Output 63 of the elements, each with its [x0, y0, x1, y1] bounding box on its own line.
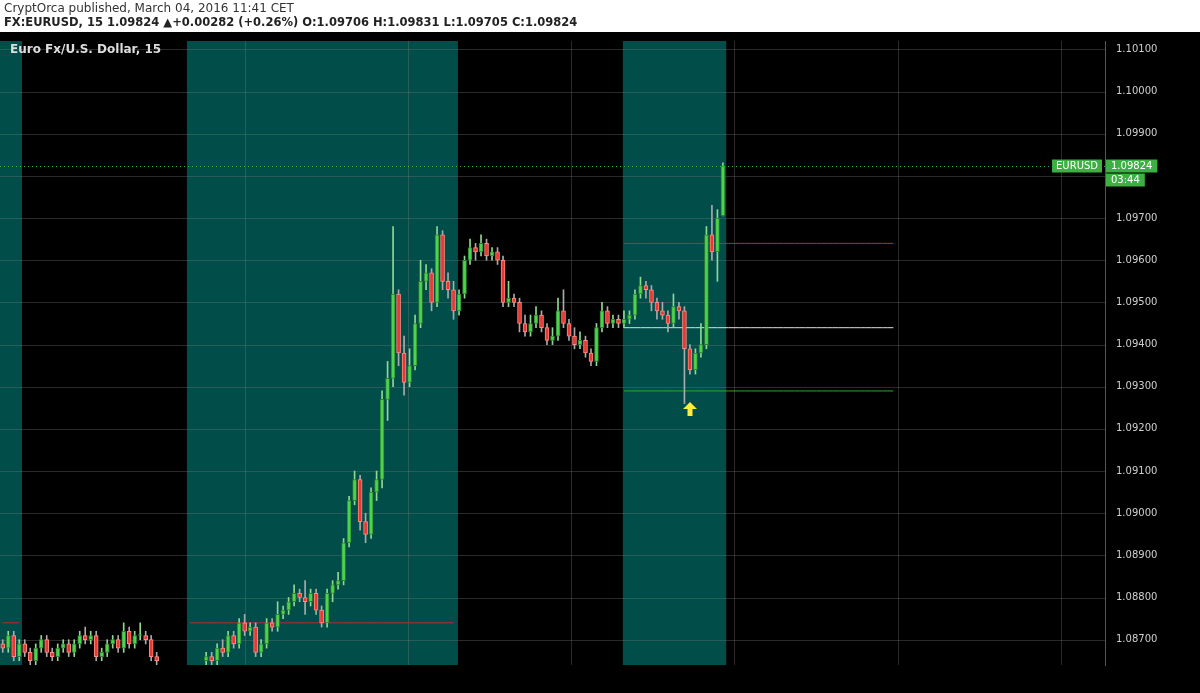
candlestick — [638, 276, 643, 299]
y-tick-label: 1.09100 — [1116, 464, 1158, 476]
candlestick — [484, 238, 489, 261]
candlestick — [275, 601, 280, 632]
candlestick — [220, 639, 225, 657]
y-tick-label: 1.09300 — [1116, 380, 1158, 392]
candlestick — [616, 314, 621, 329]
text: 1.09824 — [1111, 160, 1153, 172]
y-tick-label: 1.09700 — [1116, 211, 1158, 223]
candlestick — [693, 348, 698, 375]
candlestick — [517, 297, 522, 333]
text: 03:44 — [1111, 174, 1140, 186]
y-tick-label: 1.10000 — [1116, 85, 1158, 97]
candlestick — [583, 335, 588, 358]
candlestick — [594, 323, 599, 366]
text: CryptOrca published, March 04, 2016 11:41 CET — [4, 1, 294, 15]
candlestick — [341, 538, 346, 586]
y-tick-label: 1.09400 — [1116, 338, 1158, 350]
candlestick — [627, 310, 632, 324]
y-tick-label: 1.09600 — [1116, 253, 1158, 265]
candlestick — [286, 597, 291, 615]
candlestick — [374, 470, 379, 501]
candlestick — [550, 327, 555, 345]
y-tick-label: 1.08900 — [1116, 548, 1158, 560]
chart-title: Euro Fx/U.S. Dollar, 15 — [10, 42, 162, 56]
candlestick — [506, 280, 511, 307]
candlestick — [704, 226, 709, 350]
candlestick — [715, 209, 720, 282]
candlestick — [396, 289, 401, 366]
candlestick — [385, 361, 390, 421]
candlestick — [528, 314, 533, 337]
y-tick-label: 1.09000 — [1116, 506, 1158, 518]
candlestick — [572, 327, 577, 350]
y-tick-label: 1.09900 — [1116, 127, 1158, 139]
candlestick — [319, 605, 324, 628]
y-tick-label: 1.08700 — [1116, 633, 1158, 645]
candlestick — [143, 630, 149, 645]
y-tick-label: 1.10100 — [1116, 43, 1158, 55]
candlestick — [253, 622, 258, 657]
y-tick-label: 1.09500 — [1116, 296, 1158, 307]
candlestick — [308, 588, 313, 607]
candlestick — [451, 280, 456, 320]
candlestick — [121, 622, 127, 653]
candlestick — [462, 255, 467, 299]
candlestick — [473, 243, 478, 261]
ref-line-label: EURUSD — [1056, 160, 1099, 172]
y-tick-label: 1.08800 — [1116, 591, 1158, 603]
y-tick-label: 1.09200 — [1116, 422, 1158, 434]
candlestick — [231, 630, 236, 649]
candlestick — [264, 618, 269, 649]
candlestick — [539, 310, 544, 333]
candlestick — [352, 470, 357, 506]
candlestick — [297, 588, 302, 603]
candlestick — [418, 259, 423, 329]
candlestick — [682, 306, 687, 404]
candlestick — [407, 348, 412, 388]
candlestick — [154, 652, 160, 665]
candlestick — [132, 630, 138, 649]
candlestick — [209, 652, 214, 665]
candlestick — [330, 580, 335, 603]
candlestick — [671, 293, 676, 329]
candlestick — [242, 614, 247, 636]
chart-subtitle: FX:EURUSD, 15 1.09824 ▲+0.00282 (+0.26%) O:1.09706 H:1.09831 L:1.09705 C:1.09824 — [4, 15, 578, 29]
